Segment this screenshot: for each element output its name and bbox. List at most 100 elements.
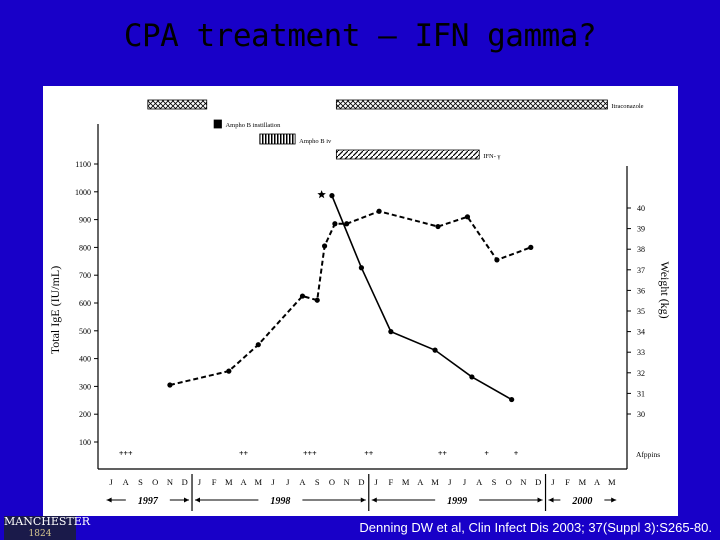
year-label: 1999 <box>447 496 467 507</box>
right-tick-label: 34 <box>637 328 645 337</box>
treatment-bar <box>335 149 480 160</box>
month-label: J <box>551 477 555 487</box>
month-label: N <box>344 477 350 487</box>
data-series <box>167 190 534 403</box>
right-tick-label: 33 <box>637 348 645 357</box>
ige-point <box>332 221 338 227</box>
ige-point <box>344 221 350 227</box>
ige-point <box>255 342 261 348</box>
logo-text: MANCHESTER <box>4 515 91 528</box>
month-label: A <box>240 477 247 487</box>
citation: Denning DW et al, Clin Infect Dis 2003; … <box>359 520 712 535</box>
ige-point <box>464 214 471 220</box>
treatment-label: Ampho B iv <box>299 138 332 145</box>
left-tick-label: 700 <box>79 271 91 280</box>
month-label: M <box>255 477 263 487</box>
ige-point <box>528 244 534 250</box>
left-tick-label: 300 <box>79 382 91 391</box>
month-label: J <box>286 477 290 487</box>
month-label: A <box>417 477 424 487</box>
star-marker <box>317 190 326 199</box>
ige-point <box>321 243 328 249</box>
treatment-bar <box>147 99 208 110</box>
left-tick-label: 100 <box>79 438 91 447</box>
month-label: M <box>225 477 233 487</box>
month-label: F <box>565 477 570 487</box>
afppins-mark: +++ <box>303 449 317 458</box>
month-label: M <box>431 477 439 487</box>
right-tick-label: 39 <box>637 225 645 234</box>
university-logo: MANCHESTER 1824 <box>4 515 91 540</box>
month-label: O <box>329 477 335 487</box>
ige-point <box>226 368 232 374</box>
right-tick-label: 37 <box>637 266 645 275</box>
treatment-bar <box>335 99 608 110</box>
month-label: A <box>594 477 601 487</box>
weight-point <box>509 396 515 403</box>
left-tick-label: 1100 <box>75 160 91 169</box>
right-tick-label: 38 <box>637 245 645 254</box>
left-tick-label: 600 <box>79 299 91 308</box>
left-tick-label: 400 <box>79 355 91 364</box>
month-label: A <box>299 477 306 487</box>
chart-text: 100 200 300 400 500 600 700 800 900 1000 1100 30 31 3… <box>48 103 672 507</box>
right-tick-label: 30 <box>637 410 645 419</box>
year-label: 1998 <box>270 496 290 507</box>
afppins-mark: ++ <box>239 449 249 458</box>
weight-point <box>469 374 475 380</box>
afppins-mark: + <box>514 449 519 458</box>
year-arrowhead <box>184 497 190 503</box>
right-tick-label: 31 <box>637 389 645 398</box>
month-label: M <box>579 477 587 487</box>
ige-line <box>169 210 532 386</box>
month-label: S <box>138 477 143 487</box>
year-arrowhead <box>548 497 554 503</box>
chart-figure: 100 200 300 400 500 600 700 800 900 1000 1100 30 31 3… <box>43 86 678 516</box>
month-label: M <box>402 477 410 487</box>
year-arrowhead <box>371 497 377 503</box>
year-arrowhead <box>611 497 617 503</box>
year-arrowhead <box>106 497 112 503</box>
weight-point <box>432 347 438 353</box>
month-label: F <box>212 477 217 487</box>
weight-point <box>388 329 394 335</box>
treatment-label: IFN- γ <box>483 153 500 160</box>
y-right-axis-label: Weight (kg) <box>658 261 672 318</box>
year-arrowhead <box>195 497 201 503</box>
month-label: O <box>506 477 512 487</box>
ige-point <box>299 293 306 299</box>
chart-axes <box>94 124 631 511</box>
month-label: J <box>448 477 452 487</box>
ige-point <box>376 208 382 214</box>
month-label: J <box>463 477 467 487</box>
month-label: N <box>167 477 173 487</box>
right-tick-label: 40 <box>637 204 645 213</box>
month-label: A <box>476 477 483 487</box>
month-label: S <box>315 477 320 487</box>
afppins-mark: ++ <box>364 449 374 458</box>
year-label: 1997 <box>138 496 159 507</box>
ige-point <box>435 223 441 230</box>
slide-title: CPA treatment – IFN gamma? <box>123 18 597 54</box>
month-label: N <box>520 477 526 487</box>
right-tick-label: 36 <box>637 286 645 295</box>
logo-year: 1824 <box>28 529 52 539</box>
month-label: J <box>271 477 275 487</box>
treatment-label: Itraconazole <box>611 103 643 110</box>
treatment-label: Ampho B instillation <box>225 122 281 129</box>
y-left-axis-label: Total IgE (IU/mL) <box>48 266 62 354</box>
month-label: F <box>389 477 394 487</box>
left-tick-label: 900 <box>79 216 91 225</box>
treatment-bar <box>259 133 296 145</box>
weight-point <box>329 193 335 199</box>
treatment-bar <box>213 119 222 129</box>
ige-point <box>167 382 173 388</box>
month-label: D <box>358 477 364 487</box>
left-tick-label: 500 <box>79 327 91 336</box>
afppins-mark: ++ <box>438 449 448 458</box>
afppins-mark: + <box>484 449 489 458</box>
ige-point <box>314 297 320 303</box>
treatment-bars <box>147 99 608 160</box>
month-label: O <box>152 477 158 487</box>
left-tick-label: 1000 <box>75 188 91 197</box>
